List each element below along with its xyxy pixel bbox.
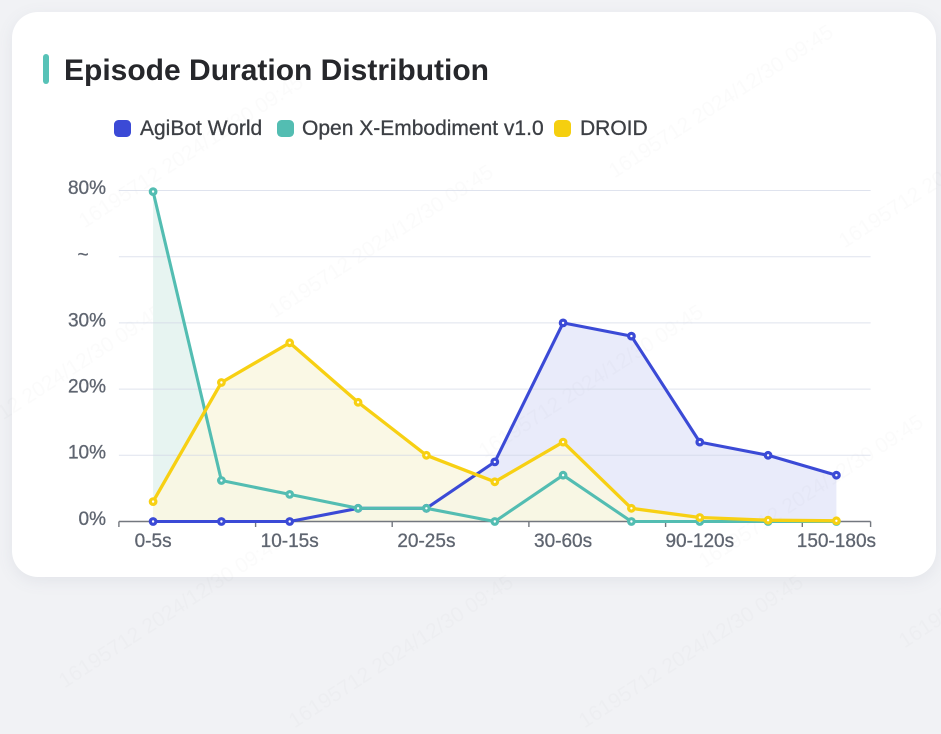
svg-text:0%: 0%: [79, 509, 107, 530]
svg-text:20-25s: 20-25s: [397, 531, 455, 552]
svg-text:30%: 30%: [68, 310, 106, 331]
svg-text:80%: 80%: [68, 178, 106, 199]
svg-text:150-180s: 150-180s: [797, 531, 876, 552]
svg-text:30-60s: 30-60s: [534, 531, 592, 552]
svg-text:0-5s: 0-5s: [135, 531, 172, 552]
svg-text:90-120s: 90-120s: [665, 531, 734, 552]
svg-text:10-15s: 10-15s: [261, 531, 319, 552]
svg-text:10%: 10%: [68, 443, 106, 464]
svg-text:~: ~: [77, 245, 88, 266]
svg-text:20%: 20%: [68, 377, 106, 398]
